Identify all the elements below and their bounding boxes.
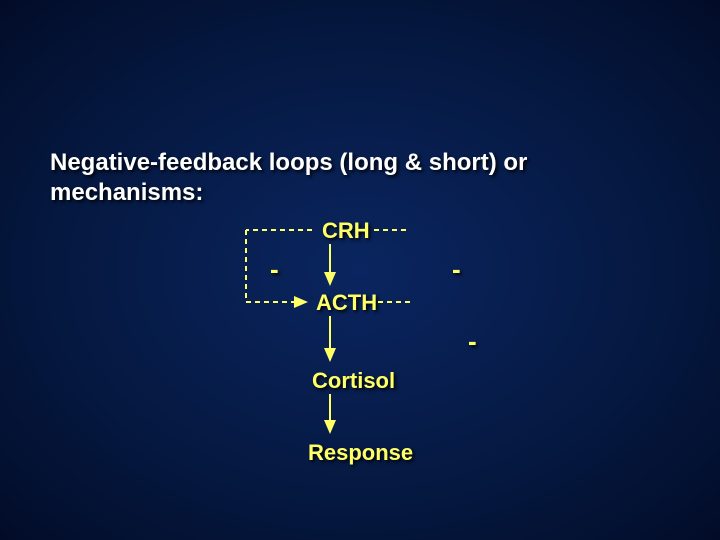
minus-long-loop-2: -: [468, 326, 477, 357]
minus-long-loop-1: -: [452, 254, 461, 285]
node-crh: CRH: [322, 218, 370, 244]
node-acth: ACTH: [316, 290, 377, 316]
node-cortisol: Cortisol: [312, 368, 395, 394]
node-response: Response: [308, 440, 413, 466]
slide: Negative-feedback loops (long & short) o…: [0, 0, 720, 540]
minus-short-loop: -: [270, 254, 279, 285]
slide-title: Negative-feedback loops (long & short) o…: [50, 148, 610, 208]
